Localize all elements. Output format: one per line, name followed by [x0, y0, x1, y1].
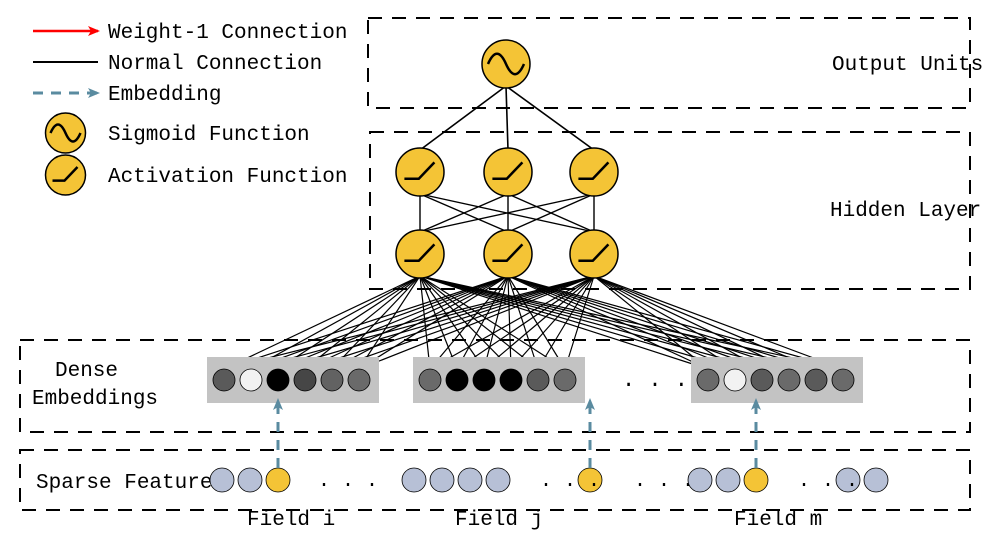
hidden-node-r1-c0 [396, 230, 444, 278]
embedding-dot [473, 369, 495, 391]
sparse-features-label: Sparse Features [36, 472, 225, 495]
legend-label: Embedding [108, 84, 221, 107]
sparse-dot [716, 468, 740, 492]
legend-label: Normal Connection [108, 53, 322, 76]
sparse-ellipsis: . . . [798, 470, 858, 493]
legend-activation-icon [46, 155, 86, 195]
hidden-node-r0-c2 [570, 148, 618, 196]
output-units-label: Output Units [832, 54, 983, 77]
embedding-dot [697, 369, 719, 391]
embedding-dot [554, 369, 576, 391]
sparse-dot [238, 468, 262, 492]
field-label: Field j [455, 509, 543, 532]
embedding-dot [294, 369, 316, 391]
sparse-ellipsis: . . . [540, 470, 600, 493]
embedding-dot [724, 369, 746, 391]
embedding-dot [527, 369, 549, 391]
sparse-dot [430, 468, 454, 492]
embedding-dot [500, 369, 522, 391]
hidden-node-r1-c1 [484, 230, 532, 278]
hidden-node-r1-c2 [570, 230, 618, 278]
sparse-dot [402, 468, 426, 492]
embedding-dot [751, 369, 773, 391]
sparse-dot [744, 468, 768, 492]
embedding-dot [446, 369, 468, 391]
embedding-dot [240, 369, 262, 391]
sparse-ellipsis: . . . [318, 470, 378, 493]
sparse-dot [688, 468, 712, 492]
embedding-dot [348, 369, 370, 391]
sparse-dot [458, 468, 482, 492]
embedding-dot [321, 369, 343, 391]
field-label: Field m [734, 509, 822, 532]
hidden-node-r0-c1 [484, 148, 532, 196]
legend-label: Sigmoid Function [108, 124, 310, 147]
embedding-dot [419, 369, 441, 391]
hidden-node-r0-c0 [396, 148, 444, 196]
sparse-dot [486, 468, 510, 492]
field-label: Field i [247, 509, 335, 532]
embedding-dot [267, 369, 289, 391]
legend-label: Weight-1 Connection [108, 22, 347, 45]
legend-sigmoid-icon [46, 113, 86, 153]
output-node [482, 40, 530, 88]
legend-label: Activation Function [108, 166, 347, 189]
embedding-dot [213, 369, 235, 391]
sparse-dot [864, 468, 888, 492]
embedding-dot [778, 369, 800, 391]
dense-embeddings [207, 357, 863, 403]
embedding-ellipsis: . . . [622, 368, 688, 393]
hidden-layer-label: Hidden Layer [830, 200, 981, 223]
dense-embeddings-label: Dense [55, 360, 118, 383]
dense-embeddings-label2: Embeddings [32, 388, 158, 411]
embedding-dot [832, 369, 854, 391]
sparse-dot [266, 468, 290, 492]
sparse-ellipsis: . . . [634, 470, 694, 493]
embedding-dot [805, 369, 827, 391]
sparse-dot [210, 468, 234, 492]
